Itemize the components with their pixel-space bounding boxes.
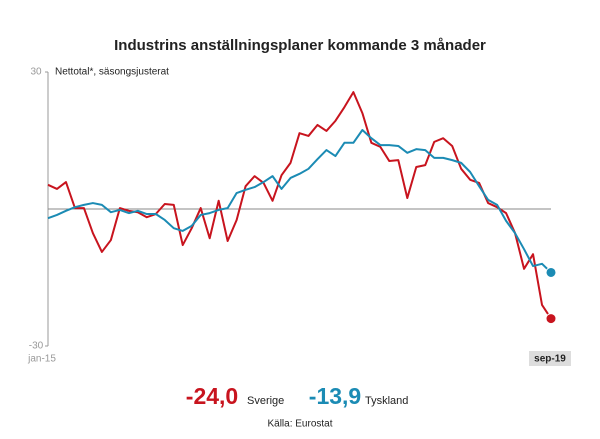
y-axis-label: Nettotal*, säsongsjusterat [55, 67, 169, 78]
legend-name: Tyskland [365, 395, 408, 407]
legend-value: -13,9 [309, 383, 361, 409]
line-series [47, 91, 552, 320]
end-marker [545, 313, 557, 325]
legend-value: -24,0 [186, 383, 238, 409]
chart-title: Industrins anställningsplaner kommande 3… [114, 37, 486, 54]
end-marker [545, 266, 557, 278]
x-label-box [529, 351, 571, 366]
line-series [47, 129, 552, 274]
source: Källa: Eurostat [267, 419, 332, 430]
x-tick-label: jan-15 [27, 354, 56, 365]
legend-name: Sverige [247, 395, 284, 407]
y-tick-label: 30 [30, 67, 42, 78]
y-tick-label: -30 [29, 341, 44, 352]
x-tick-label: sep-19 [534, 354, 566, 365]
